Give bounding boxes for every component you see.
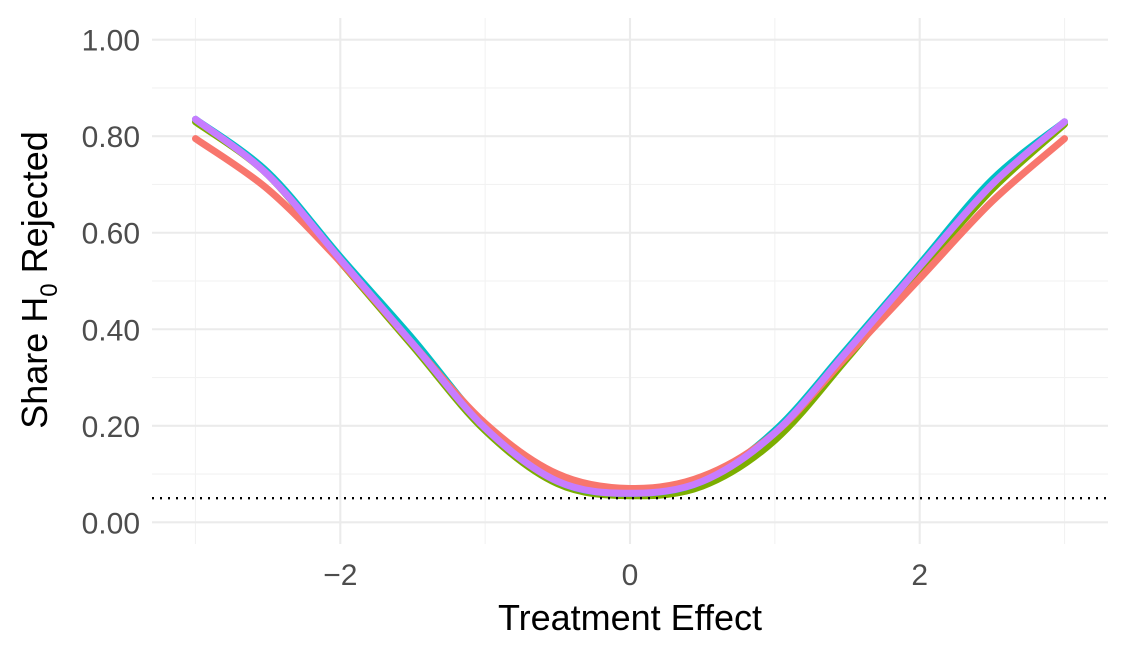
y-tick-label: 0.40 (82, 314, 140, 347)
series-lines (192, 115, 1068, 500)
x-tick-label: −2 (323, 559, 357, 592)
y-tick-label: 1.00 (82, 25, 140, 58)
x-tick-label: 0 (622, 559, 639, 592)
series-line-4 (192, 115, 1068, 497)
y-tick-label: 0.60 (82, 218, 140, 251)
y-tick-labels: 0.00 0.20 0.40 0.60 0.80 1.00 (82, 25, 140, 541)
x-tick-labels: −2 0 2 (323, 559, 928, 592)
x-tick-label: 2 (911, 559, 928, 592)
y-axis-title: Share H0 Rejected (14, 131, 63, 429)
grid (152, 18, 1108, 544)
y-axis-title-part-2: Rejected (14, 131, 55, 283)
y-axis-title-subscript: 0 (36, 283, 63, 296)
y-tick-label: 0.00 (82, 507, 140, 540)
y-tick-label: 0.80 (82, 121, 140, 154)
y-axis-title-part-1: Share H (14, 297, 55, 429)
y-tick-label: 0.20 (82, 411, 140, 444)
x-axis-title: Treatment Effect (498, 597, 762, 638)
